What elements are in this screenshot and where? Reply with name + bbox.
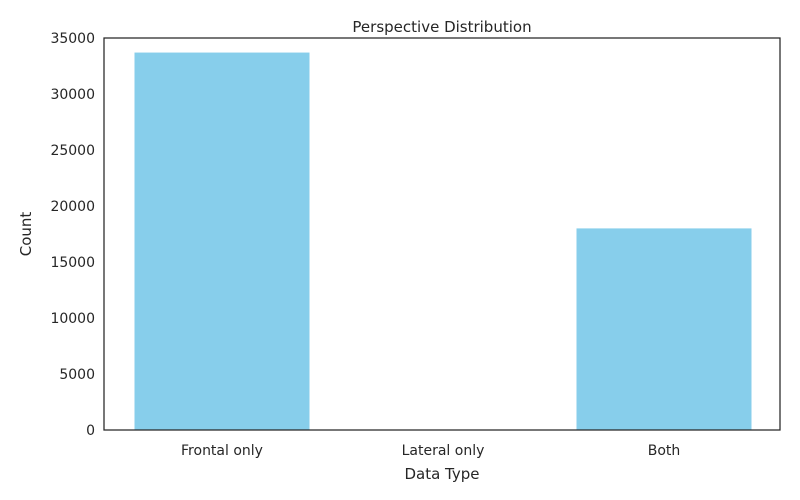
x-axis-label: Data Type (404, 465, 479, 483)
plot-area: 0 5000 10000 15000 20000 25000 30000 35000 Front… (50, 31, 752, 459)
x-tick-label: Both (648, 443, 681, 459)
plot-frame (103, 37, 781, 431)
y-tick-label: 20000 (50, 199, 95, 215)
y-tick-label: 10000 (50, 311, 95, 327)
y-tick-label: 15000 (50, 255, 95, 271)
y-axis-label: Count (17, 212, 35, 257)
x-tick-label: Lateral only (402, 443, 485, 459)
bar-frontal-only (134, 52, 310, 431)
y-tick-label: 35000 (50, 31, 95, 47)
chart-title: Perspective Distribution (352, 18, 531, 36)
bar-both (576, 228, 752, 430)
y-tick-label: 30000 (50, 87, 95, 103)
y-tick-label: 25000 (50, 143, 95, 159)
x-tick-label: Frontal only (181, 443, 263, 459)
y-tick-label: 0 (86, 423, 95, 439)
y-tick-label: 5000 (59, 367, 95, 383)
